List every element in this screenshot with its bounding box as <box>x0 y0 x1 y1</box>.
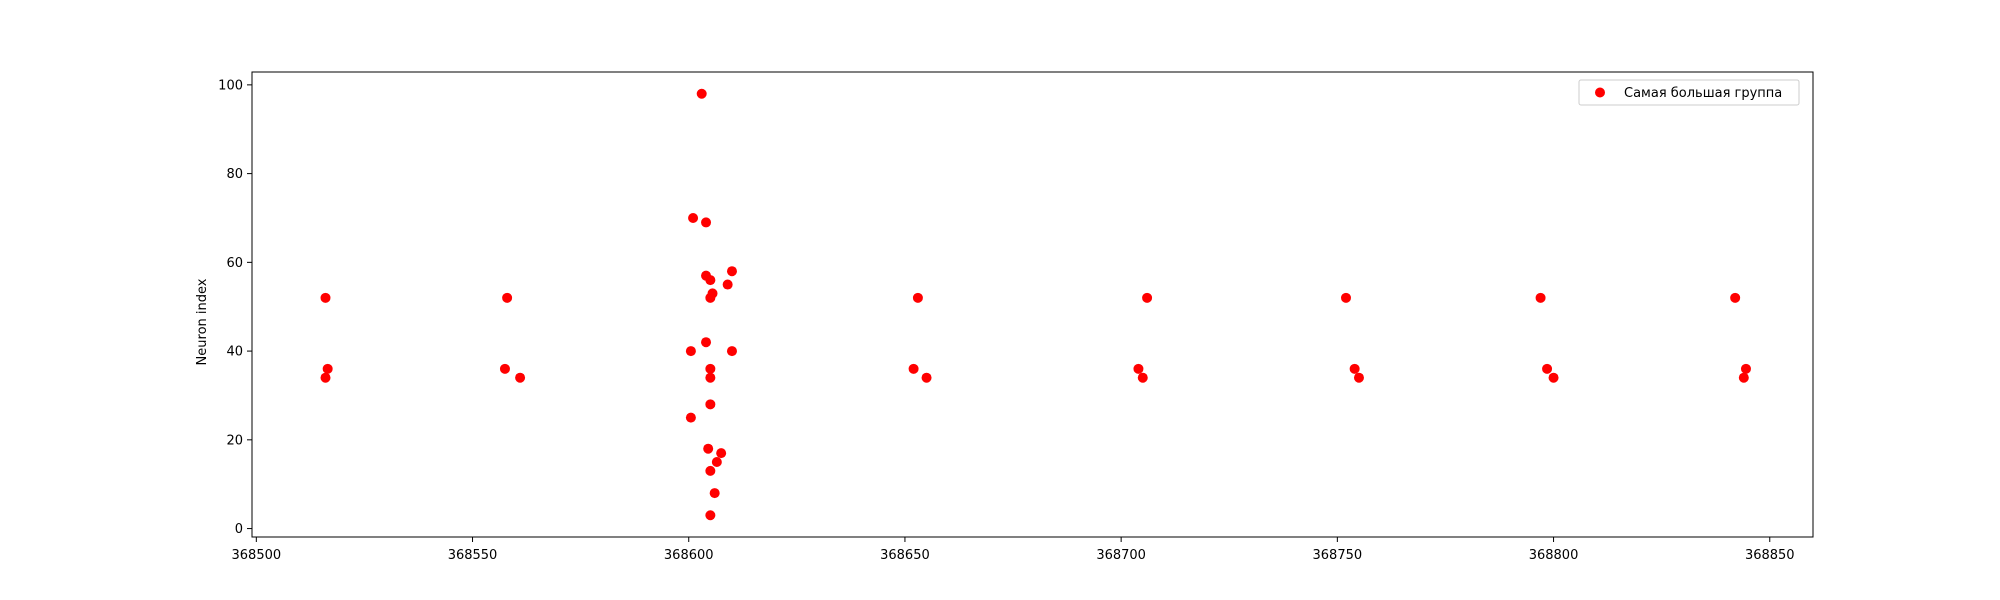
y-tick-label: 100 <box>218 78 243 93</box>
data-point <box>1730 292 1741 303</box>
data-point <box>1137 372 1148 383</box>
data-point <box>1740 363 1751 374</box>
data-point <box>696 88 707 99</box>
data-point <box>688 212 699 223</box>
data-point <box>1349 363 1360 374</box>
x-tick-label: 368800 <box>1529 548 1579 563</box>
data-point <box>709 488 720 499</box>
data-point <box>705 275 716 286</box>
data-point <box>1535 292 1546 303</box>
data-point <box>1340 292 1351 303</box>
plot-area <box>251 71 1814 538</box>
data-point <box>726 346 737 357</box>
x-tick-label: 368500 <box>232 548 282 563</box>
data-point <box>322 363 333 374</box>
data-point <box>705 399 716 410</box>
data-point <box>685 346 696 357</box>
data-point <box>711 457 722 468</box>
data-point <box>1353 372 1364 383</box>
x-axis: 368500 368550 368600 368650 368700 368750 3688… <box>232 537 1795 563</box>
data-point <box>703 443 714 454</box>
data-point <box>502 292 513 303</box>
data-point <box>705 363 716 374</box>
data-point <box>705 292 716 303</box>
legend: Самая большая группа <box>1578 79 1800 106</box>
x-tick-label: 368550 <box>448 548 498 563</box>
y-tick-label: 80 <box>226 167 243 182</box>
data-point <box>705 465 716 476</box>
legend-marker <box>1595 87 1605 98</box>
data-point <box>1738 372 1749 383</box>
y-axis: 0 20 40 60 80 100 <box>218 78 252 537</box>
data-point <box>1548 372 1559 383</box>
y-tick-label: 40 <box>226 345 243 360</box>
data-point <box>722 279 733 290</box>
data-point <box>908 363 919 374</box>
data-point <box>515 372 526 383</box>
data-point <box>499 363 510 374</box>
x-tick-label: 368850 <box>1745 548 1795 563</box>
x-tick-label: 368600 <box>664 548 714 563</box>
data-point <box>921 372 932 383</box>
data-point <box>701 217 712 228</box>
y-tick-label: 20 <box>226 433 243 448</box>
data-point <box>726 266 737 277</box>
data-point <box>685 412 696 423</box>
data-point <box>705 372 716 383</box>
y-tick-label: 60 <box>226 256 243 271</box>
x-tick-label: 368700 <box>1096 548 1146 563</box>
data-point <box>701 337 712 348</box>
x-tick-label: 368650 <box>880 548 930 563</box>
data-point <box>705 510 716 521</box>
data-point <box>1542 363 1553 374</box>
data-point <box>320 292 331 303</box>
y-tick-label: 0 <box>235 522 243 537</box>
data-point <box>912 292 923 303</box>
plot-frame <box>251 71 1814 538</box>
data-point <box>716 448 727 459</box>
data-point <box>1142 292 1153 303</box>
y-axis-label: Neuron index <box>195 278 210 365</box>
legend-box <box>1578 79 1800 106</box>
x-tick-label: 368750 <box>1313 548 1363 563</box>
data-point <box>320 372 331 383</box>
legend-label: Самая большая группа <box>1624 86 1782 101</box>
data-point <box>1133 363 1144 374</box>
